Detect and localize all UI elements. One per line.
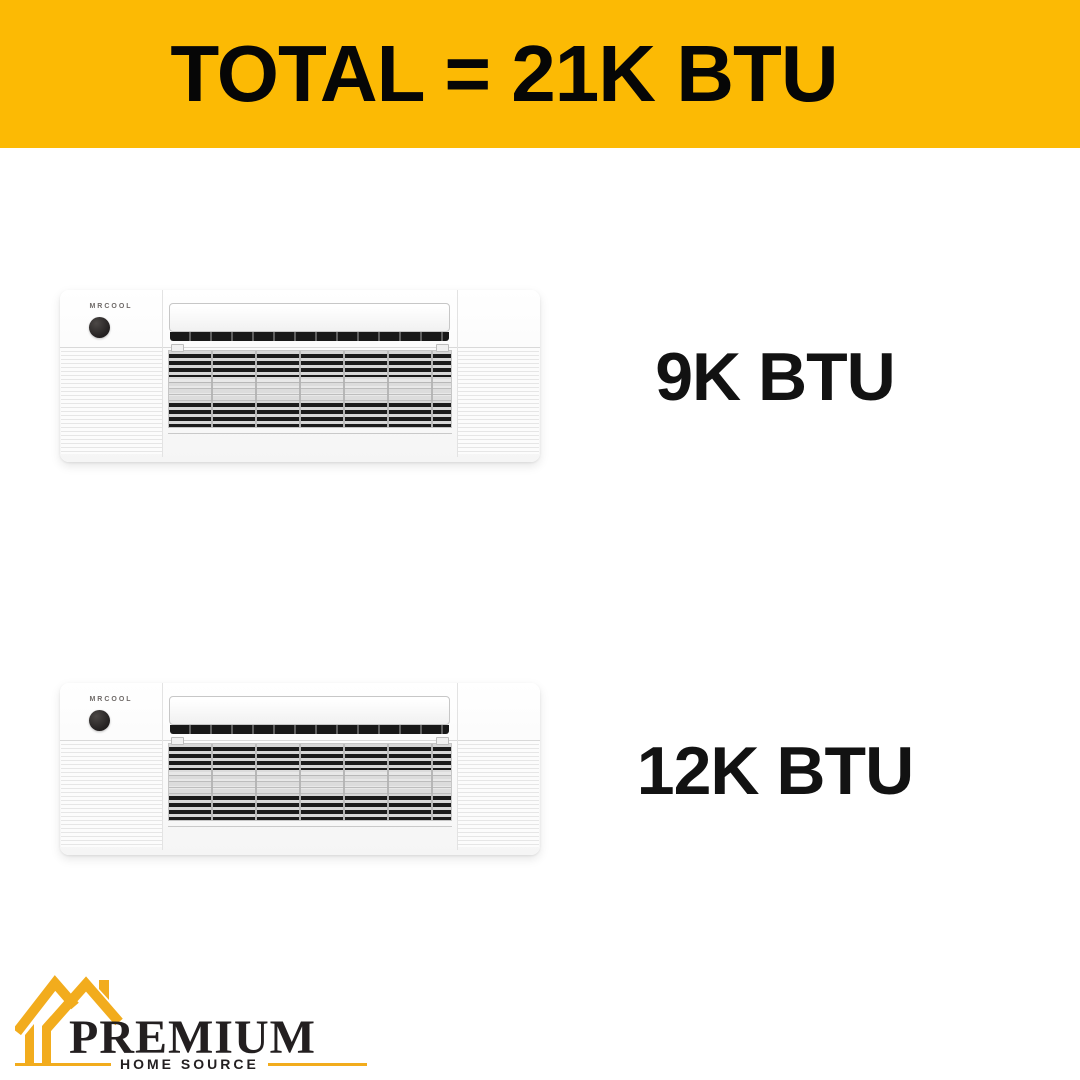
panel-divider bbox=[457, 683, 458, 850]
air-outlet-slot bbox=[170, 332, 449, 341]
panel-divider bbox=[162, 683, 163, 850]
panel-divider bbox=[162, 290, 163, 457]
mrcool-brand-label: MRCOOL bbox=[89, 696, 133, 703]
panel-divider bbox=[168, 826, 452, 827]
grille-latch bbox=[436, 344, 449, 352]
mrcool-brand-label: MRCOOL bbox=[89, 303, 133, 310]
total-banner: TOTAL = 21K BTU bbox=[0, 0, 1080, 148]
panel-divider bbox=[60, 740, 540, 741]
logo-brand-text: PREMIUM bbox=[69, 1011, 316, 1064]
premium-home-source-logo: PREMIUM HOME SOURCE bbox=[15, 960, 367, 1072]
logo-tagline-row: HOME SOURCE bbox=[15, 1056, 367, 1072]
ribbed-side-panel bbox=[458, 348, 539, 454]
ac-cassette-unit-12k: MRCOOL bbox=[60, 683, 540, 855]
air-outlet-slot bbox=[170, 725, 449, 734]
power-sensor-button-icon bbox=[89, 710, 110, 731]
total-banner-label: TOTAL = 21K BTU bbox=[170, 29, 838, 118]
panel-divider bbox=[168, 433, 452, 434]
panel-divider bbox=[457, 290, 458, 457]
ribbed-side-panel bbox=[61, 741, 162, 847]
power-sensor-button-icon bbox=[89, 317, 110, 338]
btu-label-12k: 12K BTU bbox=[636, 733, 914, 809]
air-louver-flap bbox=[169, 696, 450, 725]
grille-latch bbox=[171, 737, 184, 745]
btu-label-9k: 9K BTU bbox=[655, 339, 896, 415]
decorative-line bbox=[267, 1062, 367, 1066]
intake-grille bbox=[168, 737, 452, 821]
grille-latch bbox=[436, 737, 449, 745]
decorative-line bbox=[15, 1062, 111, 1066]
air-louver-flap bbox=[169, 303, 450, 332]
house-icon bbox=[15, 975, 123, 1065]
ribbed-side-panel bbox=[458, 741, 539, 847]
intake-grille bbox=[168, 344, 452, 428]
panel-divider bbox=[60, 347, 540, 348]
ribbed-side-panel bbox=[61, 348, 162, 454]
logo-tagline-text: HOME SOURCE bbox=[120, 1056, 259, 1072]
ac-cassette-unit-9k: MRCOOL bbox=[60, 290, 540, 462]
grille-latch bbox=[171, 344, 184, 352]
